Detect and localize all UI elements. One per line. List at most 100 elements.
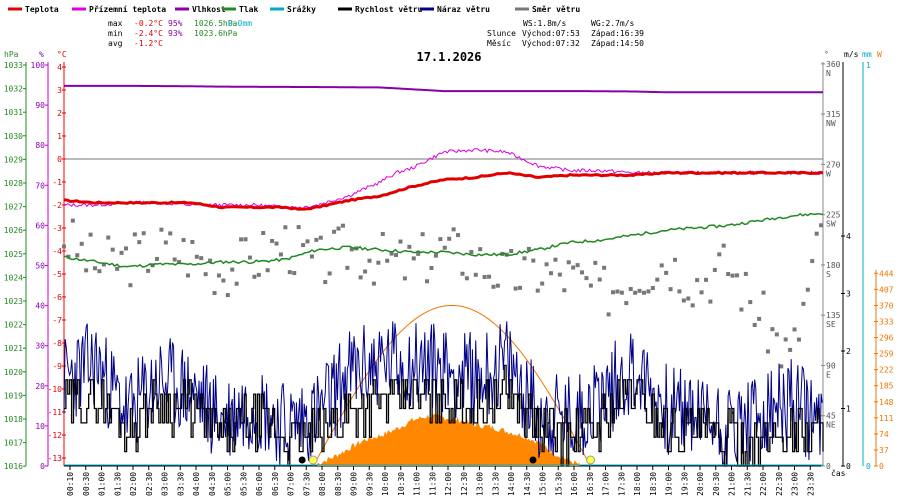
x-tick-label: 11:30 [428, 472, 437, 496]
x-tick-label: 10:30 [397, 472, 406, 496]
wind-direction-point [261, 230, 266, 235]
solar-area [317, 413, 580, 466]
pct-tick-label: 100 [31, 61, 46, 70]
sun-path-arc [312, 304, 591, 467]
temp-tick-label: 1 [57, 132, 62, 141]
wind-direction-point [788, 347, 793, 352]
wind-direction-point [380, 231, 385, 236]
wind-direction-point [265, 268, 270, 273]
x-tick-label: 05:00 [224, 472, 233, 496]
x-tick-label: 14:30 [523, 472, 532, 496]
wind-direction-point [487, 274, 492, 279]
wind-direction-point [748, 300, 753, 305]
wind-direction-point [814, 231, 819, 236]
legend-label-dir: Směr větru [532, 4, 580, 14]
legend-label-press: Tlak [239, 5, 258, 14]
unit-time: čas [831, 468, 846, 478]
temp-tick-label: -8 [52, 339, 62, 348]
wind-direction-point [770, 327, 775, 332]
pct-tick-label: 70 [35, 181, 45, 190]
wind-direction-point [88, 232, 93, 237]
wind-direction-point [239, 237, 244, 242]
temp-tick-label: -5 [52, 270, 62, 279]
wind-direction-point [650, 286, 655, 291]
pct-tick-label: 90 [35, 101, 45, 110]
wind-direction-point [203, 272, 208, 277]
temp-tick-label: -3 [52, 224, 62, 233]
wind-direction-point [358, 275, 363, 280]
wind-direction-point [562, 288, 567, 293]
hpa-tick-label: 1030 [4, 132, 23, 141]
x-tick-label: 11:00 [413, 472, 422, 496]
x-tick-label: 13:30 [491, 472, 500, 496]
x-tick-label: 23:00 [791, 472, 800, 496]
dir-tick-label: NW [826, 119, 836, 128]
legend-label-rain: Srážky [287, 5, 316, 14]
temp-tick-label: -11 [48, 408, 63, 417]
hpa-tick-label: 1020 [4, 368, 23, 377]
wind-direction-point [137, 240, 142, 245]
wind-direction-point [721, 243, 726, 248]
x-tick-label: 04:00 [192, 472, 201, 496]
wind-direction-point [522, 256, 527, 261]
wind-direction-point [681, 298, 686, 303]
wind-direction-point [726, 272, 731, 277]
wind-direction-point [456, 233, 461, 238]
wind-direction-point [615, 289, 620, 294]
mm-tick-label: 1 [866, 61, 871, 70]
wind-direction-point [185, 273, 190, 278]
legend-label-temp: Teplota [25, 5, 59, 14]
wind-direction-point [243, 237, 248, 242]
wind-direction-point [699, 290, 704, 295]
wind-direction-point [225, 293, 230, 298]
wind-direction-point [278, 252, 283, 257]
x-tick-label: 09:00 [350, 472, 359, 496]
x-tick-label: 05:30 [239, 472, 248, 496]
wind-direction-point [79, 241, 84, 246]
x-tick-label: 23:30 [806, 472, 815, 496]
w-tick-label: 111 [879, 414, 894, 423]
wind-direction-point [690, 303, 695, 308]
w-tick-label: 148 [879, 398, 894, 407]
temp-tick-label: -4 [52, 247, 62, 256]
wind-direction-point [668, 287, 673, 292]
wind-direction-point [163, 240, 168, 245]
x-tick-label: 04:30 [208, 472, 217, 496]
wind-direction-point [363, 269, 368, 274]
temp-tick-label: -7 [52, 316, 62, 325]
wind-direction-point [717, 252, 722, 257]
wind-direction-point [655, 277, 660, 282]
wind-direction-point [796, 337, 801, 342]
w-tick-label: 370 [879, 301, 894, 310]
wind-direction-point [575, 263, 580, 268]
wind-direction-point [115, 266, 120, 271]
w-tick-label: 37 [879, 446, 889, 455]
hpa-tick-label: 1021 [4, 344, 23, 353]
wind-direction-point [646, 289, 651, 294]
info-moon-label: Měsíc [487, 39, 511, 48]
wind-direction-point [819, 223, 824, 228]
stats-block: max -0.2°C 95% 1026.5hPa 0.0mm min -2.4°… [108, 19, 252, 48]
unit-mm: mm [862, 50, 872, 59]
wind-direction-point [128, 283, 133, 288]
wind-direction-point [513, 286, 518, 291]
w-tick-label: 185 [879, 382, 894, 391]
x-tick-label: 03:00 [161, 472, 170, 496]
wind-direction-point [159, 227, 164, 232]
x-tick-label: 18:00 [633, 472, 642, 496]
wind-direction-point [637, 288, 642, 293]
x-tick-label: 00:30 [82, 472, 91, 496]
sunrise-marker [308, 455, 318, 465]
info-moonrise: Východ:07:32 [522, 39, 580, 48]
legend: Teplota Přízemní teplota Vlhkost Tlak Srážky… [8, 4, 580, 14]
series-layer [62, 84, 824, 467]
moonrise-marker [298, 456, 306, 464]
wind-direction-point [677, 289, 682, 294]
plot-frame [25, 62, 877, 467]
wind-direction-point [221, 278, 226, 283]
wind-direction-point [318, 235, 323, 240]
legend-label-hum: Vlhkost [192, 5, 226, 14]
temp-tick-label: 4 [57, 63, 62, 72]
wind-direction-point [234, 281, 239, 286]
